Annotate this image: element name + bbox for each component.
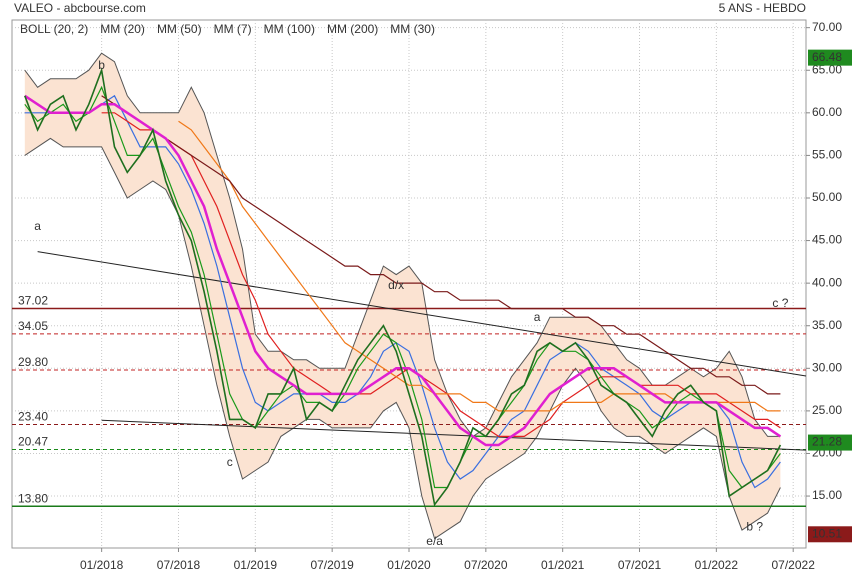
x-tick-label: 01/2018: [80, 558, 124, 572]
annotation: e/a: [426, 534, 443, 548]
price-line: [24, 67, 782, 507]
legend-entry: MM (20): [100, 22, 145, 36]
annotation: b: [98, 58, 105, 72]
legend-entry: BOLL (20, 2): [20, 22, 88, 36]
y-tick-label: 60.00: [812, 105, 842, 119]
ma-line: [24, 94, 782, 447]
price-tag: 10.51: [812, 526, 842, 540]
annotation: c ?: [772, 296, 788, 310]
trendline: [101, 419, 807, 451]
ma-line: [101, 95, 781, 395]
y-tick-label: 40.00: [812, 275, 842, 289]
band-lower: [24, 137, 781, 540]
price-tag-bg: [808, 49, 852, 66]
x-tick-label: 07/2018: [157, 558, 201, 572]
annotation: a: [34, 219, 41, 233]
price-tag-bg: [808, 434, 852, 451]
y-tick-label: 45.00: [812, 233, 842, 247]
chart-subtitle: 5 ANS - HEBDO: [719, 1, 806, 15]
legend-entry: MM (30): [390, 22, 435, 36]
legend-entry: MM (100): [264, 22, 315, 36]
y-tick-label: 15.00: [812, 488, 842, 502]
y-tick-label: 70.00: [812, 20, 842, 34]
x-tick-label: 07/2020: [464, 558, 508, 572]
y-tick-label: 25.00: [812, 403, 842, 417]
legend-entry: MM (7): [214, 22, 252, 36]
level-label: 20.47: [18, 435, 48, 449]
y-tick-label: 30.00: [812, 360, 842, 374]
y-tick-label: 50.00: [812, 190, 842, 204]
level-label: 37.02: [18, 294, 48, 308]
annotation: d/x: [388, 278, 404, 292]
legend-entry: MM (200): [327, 22, 378, 36]
level-label: 23.40: [18, 410, 48, 424]
y-tick-label: 35.00: [812, 318, 842, 332]
x-tick-label: 01/2022: [695, 558, 739, 572]
band-fill: [24, 53, 781, 539]
annotation: a: [534, 310, 541, 324]
y-tick-label: 65.00: [812, 62, 842, 76]
y-tick-label: 55.00: [812, 148, 842, 162]
x-tick-label: 01/2020: [387, 558, 431, 572]
chart-title: VALEO - abcbourse.com: [14, 1, 146, 15]
level-label: 29.80: [18, 355, 48, 369]
x-tick-label: 01/2019: [234, 558, 278, 572]
level-label: 13.80: [18, 491, 48, 505]
ma-line: [24, 94, 781, 489]
annotation: b ?: [746, 520, 763, 534]
x-tick-label: 07/2021: [618, 558, 662, 572]
ma-line: [101, 112, 781, 437]
ma-line: [24, 85, 781, 489]
legend-entry: MM (50): [157, 22, 202, 36]
x-tick-label: 07/2022: [771, 558, 815, 572]
x-tick-label: 01/2021: [541, 558, 585, 572]
price-tag: 21.28: [812, 435, 842, 449]
price-tag: 66.48: [812, 50, 842, 64]
price-tag-bg: [808, 526, 852, 543]
annotation: c: [227, 455, 233, 469]
trendline: [37, 251, 807, 377]
x-tick-label: 07/2019: [310, 558, 354, 572]
level-label: 34.05: [18, 319, 48, 333]
